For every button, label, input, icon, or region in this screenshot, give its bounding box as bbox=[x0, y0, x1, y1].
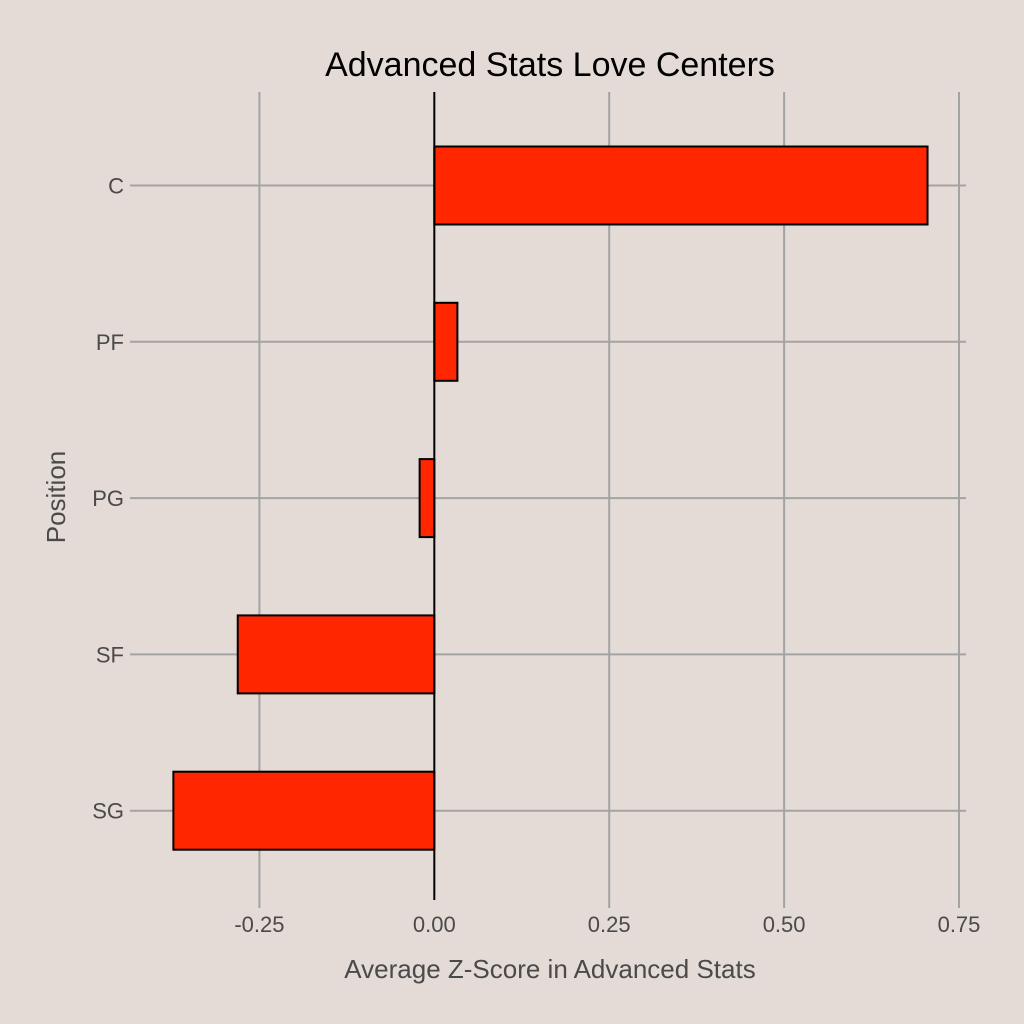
y-tick-label: PF bbox=[96, 330, 124, 355]
x-tick-label: 0.00 bbox=[413, 912, 456, 937]
y-tick-label: SF bbox=[96, 642, 124, 667]
bar-sg bbox=[172, 770, 436, 851]
y-tick-label: PG bbox=[92, 486, 124, 511]
x-tick-label: 0.50 bbox=[763, 912, 806, 937]
bar-c bbox=[433, 145, 929, 226]
tick-labels: -0.25 0.00 0.25 0.50 0.75 C PF PG SF SG bbox=[92, 174, 980, 938]
x-tick-label: 0.25 bbox=[588, 912, 631, 937]
x-tick-label: -0.25 bbox=[234, 912, 284, 937]
bar-pg bbox=[418, 458, 436, 539]
bar-pf bbox=[433, 301, 459, 382]
x-axis-title: Average Z-Score in Advanced Stats bbox=[344, 954, 755, 984]
y-tick-label: C bbox=[108, 174, 124, 199]
chart-title: Advanced Stats Love Centers bbox=[325, 46, 775, 84]
y-tick-label: SG bbox=[92, 799, 124, 824]
x-tick-label: 0.75 bbox=[938, 912, 981, 937]
bar-sf bbox=[236, 614, 436, 695]
y-axis-title: Position bbox=[41, 451, 71, 544]
